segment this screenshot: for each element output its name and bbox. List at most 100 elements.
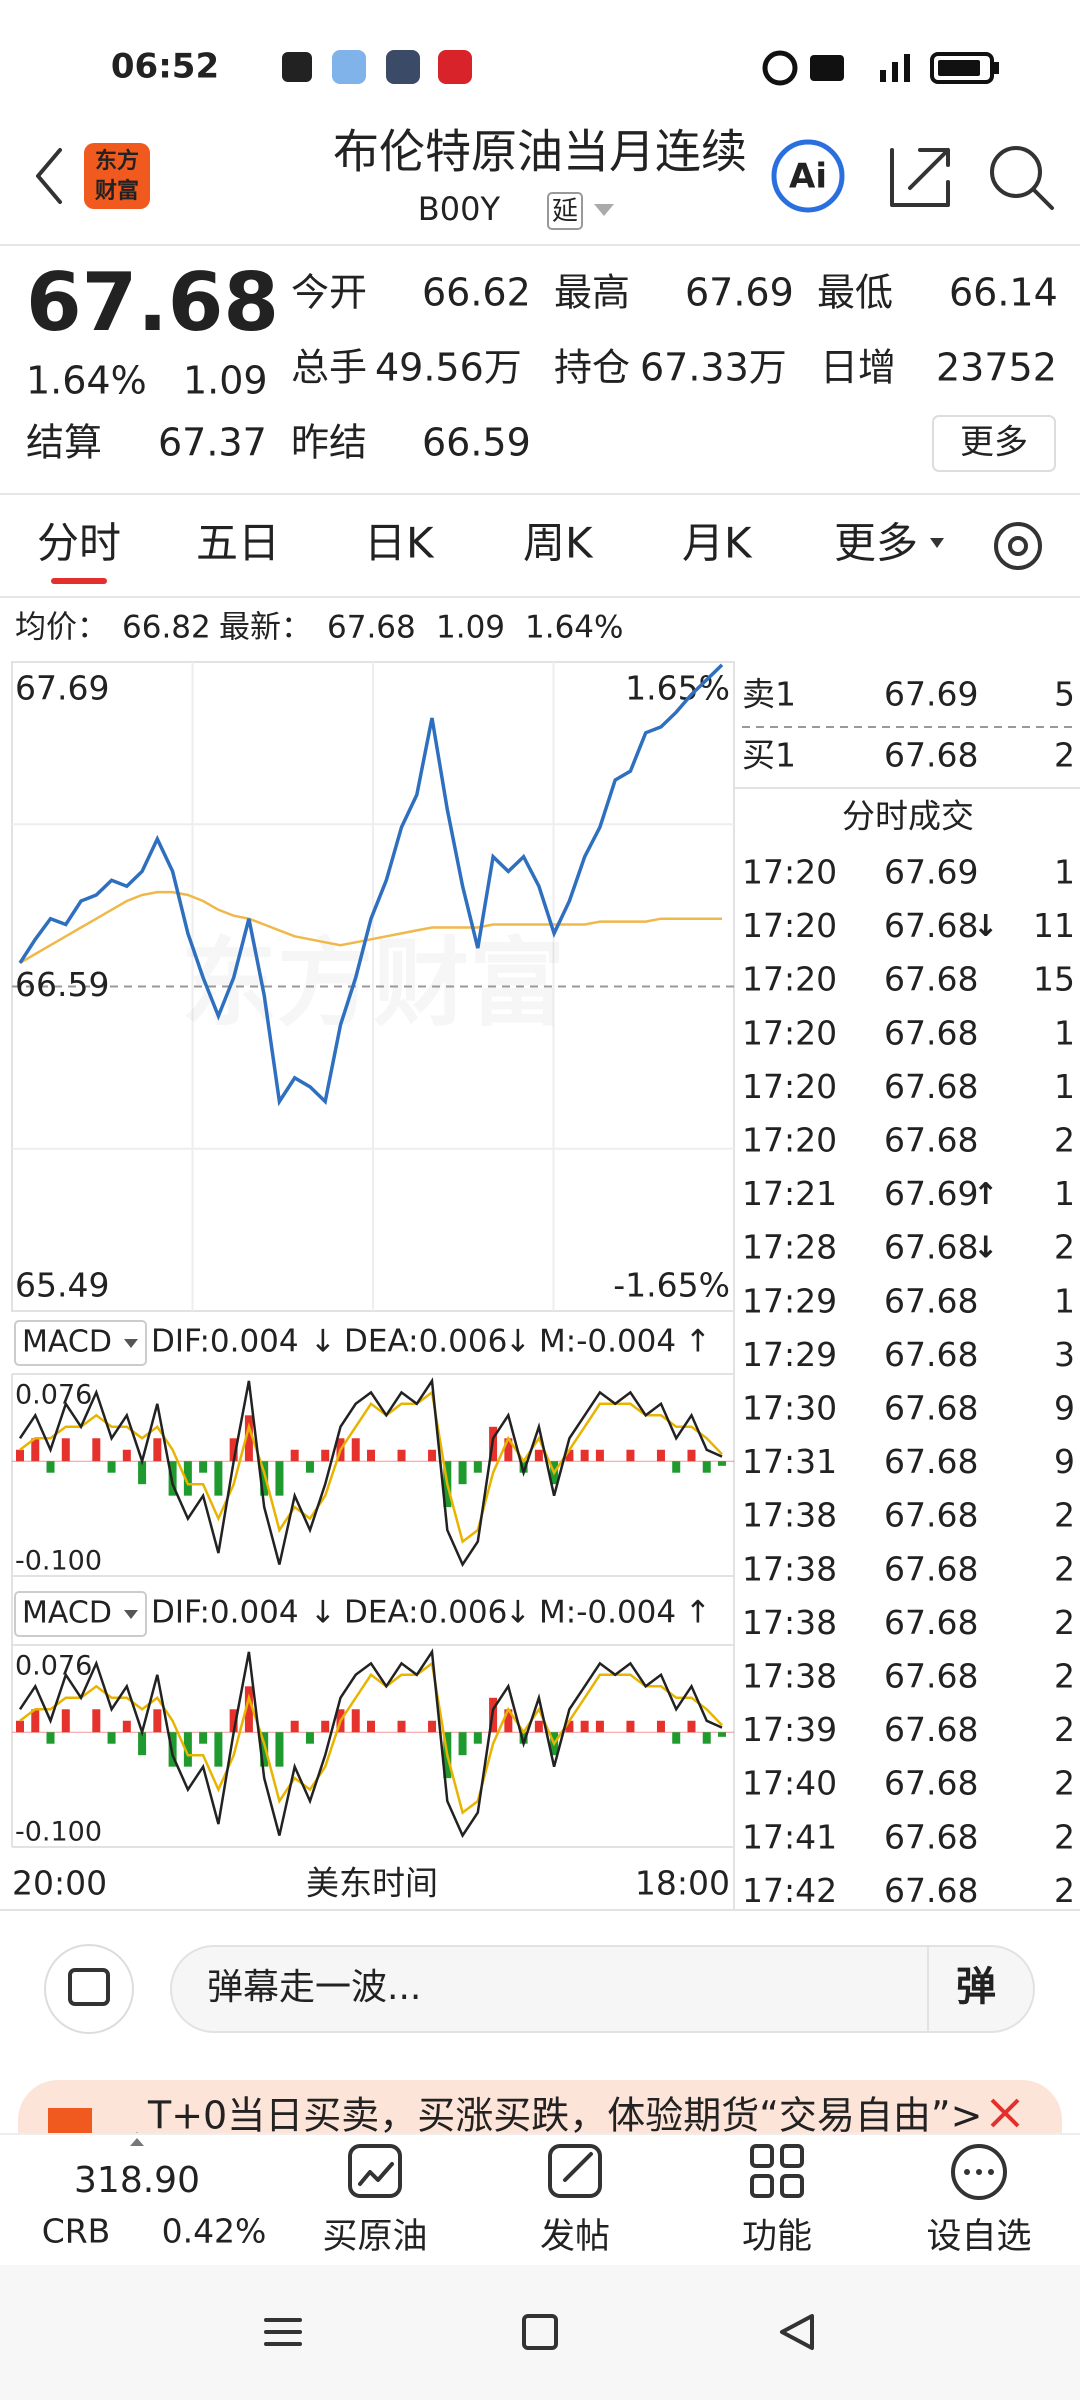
y-tick-label: 67.69 (15, 669, 109, 708)
indicator-select[interactable] (14, 1320, 147, 1366)
trade-volume: 1 (1054, 853, 1075, 892)
tab[interactable]: 分时 (37, 519, 121, 568)
macd-bar (626, 1449, 635, 1462)
trade-price: 67.69 (884, 1174, 978, 1213)
average-line (19, 890, 722, 964)
comment-input[interactable] (170, 1945, 1035, 2033)
trade-price: 67.68 (884, 1121, 978, 1160)
nav-buttons[interactable] (264, 2314, 814, 2350)
trade-volume: 2 (1054, 1603, 1075, 1642)
field-value: 67.33万 (640, 346, 787, 390)
macd-bar (367, 1720, 375, 1733)
macd-bar (107, 1732, 116, 1744)
y2-tick-label: -1.65% (613, 1266, 730, 1305)
macd-bar (290, 1449, 299, 1462)
book-label: 买1 (742, 736, 796, 775)
macd-bar (718, 1732, 726, 1737)
field-label: 今开 (291, 271, 367, 315)
trade-time: 17:31 (742, 1442, 837, 1481)
trade-price: 67.68 (884, 1335, 978, 1374)
macd-bar (138, 1732, 147, 1756)
logo (84, 143, 150, 209)
search-handle (1032, 188, 1054, 210)
last-price: 67.68 (26, 256, 279, 349)
y-tick-label: 66.59 (15, 965, 109, 1004)
trade-time: 17:38 (742, 1549, 837, 1588)
trade-volume: 1 (1054, 1013, 1075, 1052)
action-label[interactable]: 功能 (742, 2217, 812, 2257)
comment-icon[interactable] (44, 1944, 134, 2034)
macd-bar (199, 1732, 208, 1744)
tab[interactable]: 月K (682, 519, 753, 568)
book-price: 67.69 (884, 675, 978, 714)
tab[interactable]: 日K (364, 519, 435, 568)
macd-bar (31, 1709, 40, 1733)
logo-text: 财富 (95, 178, 139, 204)
macd-bar (504, 1709, 513, 1733)
action-icons (348, 2144, 1007, 2200)
summary-last: 67.68 (327, 610, 416, 646)
macd-bar (718, 1461, 726, 1466)
field-value: 67.37 (158, 421, 267, 465)
search-button[interactable] (990, 146, 1042, 198)
summary-avg-label: 均价： (15, 610, 108, 646)
x-title: 美东时间 (306, 1864, 438, 1903)
action-label[interactable]: 发帖 (540, 2217, 610, 2257)
trade-time: 17:20 (742, 1013, 837, 1052)
index-value: 318.90 (74, 2160, 200, 2201)
trade-time: 17:38 (742, 1496, 837, 1535)
trade-time: 17:20 (742, 960, 837, 999)
x-label: 20:00 (12, 1864, 107, 1903)
field-value: 23752 (936, 346, 1057, 390)
settings-icon[interactable] (994, 522, 1042, 570)
x-label: 18:00 (635, 1864, 730, 1903)
ai-label: Ai (789, 157, 827, 197)
book-volume: 2 (1054, 736, 1075, 775)
field-value: 66.14 (949, 271, 1058, 315)
share-button[interactable] (890, 148, 950, 207)
macd-bar (61, 1709, 70, 1733)
macd-bar (351, 1438, 360, 1462)
dea-line (19, 1661, 723, 1815)
macd-bar (351, 1709, 360, 1733)
macd-bar (565, 1720, 574, 1733)
banner-close[interactable] (990, 2098, 1020, 2128)
macd-bar (397, 1449, 406, 1462)
back-button[interactable] (36, 148, 62, 204)
trade-time: 17:20 (742, 1121, 837, 1160)
more-button[interactable] (932, 415, 1056, 472)
trade-volume: 2 (1054, 1764, 1075, 1803)
trade-time: 17:20 (742, 1067, 837, 1106)
action-label[interactable]: 设自选 (926, 2217, 1031, 2257)
y-tick-label: -0.100 (15, 1546, 102, 1577)
price-line (18, 663, 724, 1107)
tab[interactable]: 周K (523, 519, 594, 568)
indicator-select[interactable] (14, 1591, 147, 1637)
trade-time: 17:38 (742, 1657, 837, 1696)
macd-bar (229, 1438, 238, 1462)
trade-price: 67.68 (884, 1067, 978, 1106)
more-label[interactable]: 更多 (960, 423, 1028, 463)
trade-price: 67.68 (884, 1603, 978, 1642)
trade-volume: 1 (1054, 1067, 1075, 1106)
comment-placeholder[interactable]: 弹幕走一波... (207, 1967, 421, 2008)
macd-bar (580, 1449, 589, 1462)
macd-bar (428, 1720, 437, 1733)
field-label: 结算 (26, 421, 102, 465)
summary-pct: 1.64% (525, 610, 623, 646)
tab[interactable]: 更多 (834, 519, 918, 568)
trade-time: 17:38 (742, 1603, 837, 1642)
tab[interactable]: 五日 (196, 519, 280, 568)
trade-price: 67.68 (884, 1389, 978, 1428)
macd-bar (305, 1732, 314, 1744)
trade-time: 17:20 (742, 906, 837, 945)
ai-button[interactable] (771, 139, 845, 213)
action-label[interactable]: 买原油 (322, 2217, 427, 2257)
summary-avg: 66.82 (122, 610, 211, 646)
field-value: 66.62 (422, 271, 531, 315)
danmu-button[interactable]: 弹 (956, 1964, 996, 2010)
indicator-caret (124, 1610, 138, 1619)
trade-arrow: ↓ (973, 909, 998, 944)
index-name: CRB (42, 2212, 111, 2251)
macd-bar (687, 1449, 696, 1462)
